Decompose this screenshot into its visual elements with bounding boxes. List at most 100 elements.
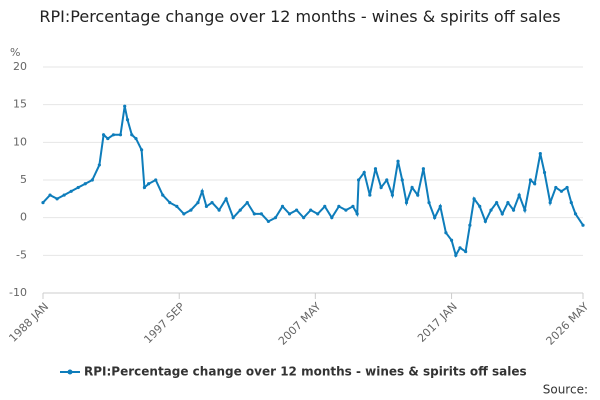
point (554, 185, 558, 190)
point (175, 204, 179, 208)
point (410, 185, 414, 190)
point (483, 219, 487, 224)
y-tick-label: 15 (13, 98, 27, 111)
point (48, 193, 52, 197)
point (559, 189, 564, 193)
point (362, 170, 366, 175)
x-tick-label: 2017 JAN (415, 300, 460, 345)
legend-marker (67, 369, 73, 375)
point (62, 193, 66, 197)
point (125, 118, 130, 122)
point (182, 212, 186, 216)
point (385, 178, 389, 182)
point (76, 185, 80, 190)
point (204, 204, 209, 208)
point (506, 201, 510, 205)
point (548, 201, 552, 205)
point (344, 208, 348, 212)
point (294, 208, 299, 212)
point (189, 208, 193, 212)
point (252, 212, 256, 216)
point (309, 208, 313, 212)
point (231, 216, 235, 220)
point (511, 208, 516, 212)
point (573, 212, 578, 216)
point (495, 201, 499, 205)
point (489, 208, 493, 212)
point (147, 182, 151, 186)
point (111, 133, 116, 137)
point (379, 185, 383, 190)
point (217, 208, 221, 212)
point (224, 197, 228, 201)
point (55, 197, 59, 201)
point (161, 193, 165, 197)
point (569, 201, 573, 205)
point (454, 253, 458, 257)
x-tick-label: 2007 MAY (276, 300, 324, 348)
point (196, 201, 200, 205)
point (581, 223, 585, 227)
point (142, 185, 147, 190)
point (373, 167, 378, 171)
point (259, 212, 263, 216)
point (468, 223, 472, 227)
point (97, 163, 101, 167)
point (500, 212, 504, 216)
point (565, 185, 569, 190)
point (273, 216, 278, 220)
point (421, 167, 425, 171)
point (41, 201, 45, 205)
source: Source: (543, 383, 588, 397)
x-tick-label: 1988 JAN (6, 300, 51, 345)
y-tick-label: 5 (20, 173, 27, 186)
point (533, 182, 537, 186)
point (106, 136, 110, 141)
point (433, 216, 437, 220)
point (416, 193, 420, 197)
point (355, 212, 359, 216)
point (90, 178, 94, 182)
point (245, 201, 249, 205)
y-tick-label: 0 (20, 211, 27, 224)
point (390, 193, 394, 197)
point (101, 133, 106, 137)
point (210, 201, 214, 205)
point (444, 231, 448, 235)
chart-title: RPI:Percentage change over 12 months - w… (39, 7, 561, 26)
point (356, 178, 361, 182)
y-tick-label: -10 (9, 286, 27, 299)
x-tick-label: 2026 MAY (544, 300, 592, 348)
point (140, 148, 144, 152)
point (523, 208, 527, 212)
point (69, 189, 73, 193)
x-tick-label: 1997 SEP (141, 300, 187, 346)
point (427, 201, 431, 205)
point (130, 133, 134, 137)
point (83, 182, 87, 186)
point (287, 212, 292, 216)
point (478, 204, 482, 208)
legend-label: RPI:Percentage change over 12 months - w… (84, 365, 527, 379)
point (400, 178, 404, 182)
point (351, 204, 355, 208)
point (538, 152, 542, 156)
point (168, 201, 172, 205)
point (154, 178, 158, 182)
point (464, 249, 468, 254)
point (323, 204, 327, 208)
point (472, 197, 476, 201)
line (42, 105, 584, 258)
point (123, 104, 127, 108)
y-tick-label: 20 (13, 60, 27, 73)
point (396, 159, 400, 163)
point (528, 178, 533, 182)
point (542, 170, 547, 175)
point (404, 201, 409, 205)
point (438, 204, 442, 208)
point (517, 193, 521, 197)
point (134, 136, 138, 141)
point (449, 238, 454, 242)
